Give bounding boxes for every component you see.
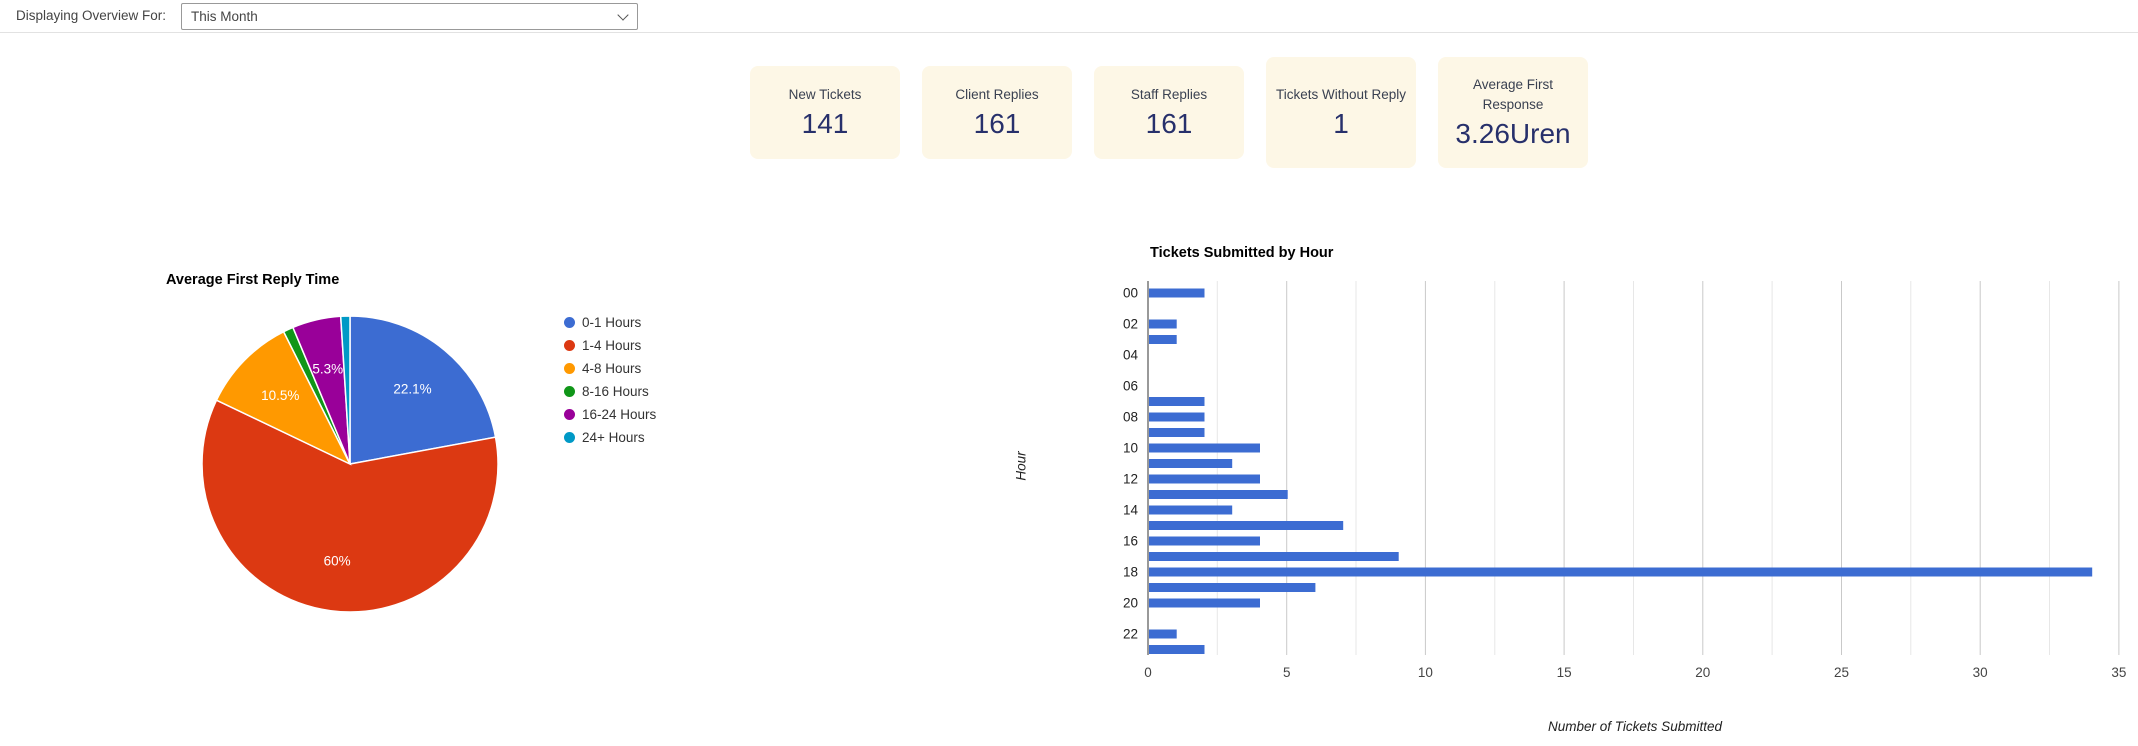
bar-hour-08[interactable] (1149, 412, 1205, 422)
legend-label: 1-4 Hours (582, 338, 642, 353)
stat-card-value: 161 (973, 108, 1021, 140)
legend-color-swatch (564, 386, 575, 397)
period-select-label: Displaying Overview For: (16, 8, 167, 23)
bar-hour-14[interactable] (1149, 505, 1233, 515)
y-tick-label: 06 (1123, 379, 1138, 394)
legend-label: 8-16 Hours (582, 384, 649, 399)
x-tick-label: 10 (1418, 665, 1433, 680)
bar-hour-15[interactable] (1149, 521, 1344, 530)
stat-card-label: New Tickets (788, 86, 862, 102)
pie-slice-percent-label: 60% (324, 553, 351, 568)
bar-hour-10[interactable] (1149, 443, 1260, 453)
x-tick-label: 30 (1973, 665, 1988, 680)
stat-card-label: Tickets Without Reply (1275, 86, 1407, 102)
topbar: Displaying Overview For: This Month (0, 0, 2138, 33)
pie-slice[interactable] (349, 315, 497, 465)
bar-chart-x-axis-title: Number of Tickets Submitted (1548, 719, 1722, 734)
legend-label: 24+ Hours (582, 430, 645, 445)
bar-chart-y-axis-title: Hour (1013, 451, 1029, 481)
bar-hour-23[interactable] (1149, 645, 1205, 654)
legend-item: 16-24 Hours (564, 403, 656, 426)
bar-hour-03[interactable] (1149, 335, 1177, 344)
x-tick-label: 0 (1144, 665, 1152, 680)
pie-slice-percent-label: 22.1% (393, 381, 431, 396)
legend-color-swatch (564, 340, 575, 351)
pie-chart[interactable]: 22.1% 60% 10.5% 5.3% (200, 314, 500, 614)
y-tick-label: 00 (1123, 286, 1138, 301)
bar-hour-19[interactable] (1149, 583, 1316, 592)
y-tick-label: 16 (1123, 534, 1138, 549)
legend-color-swatch (564, 317, 575, 328)
y-tick-label: 08 (1123, 410, 1138, 425)
legend-item: 4-8 Hours (564, 357, 656, 380)
y-tick-label: 02 (1123, 317, 1138, 332)
y-tick-label: 18 (1123, 565, 1138, 580)
stat-card-label: Staff Replies (1130, 86, 1208, 102)
pie-slice-percent-label: 10.5% (261, 388, 299, 403)
bar-chart-title: Tickets Submitted by Hour (1150, 245, 1334, 261)
stat-card-value: 161 (1145, 108, 1193, 140)
legend-item: 0-1 Hours (564, 311, 656, 334)
period-select-wrap: This Month (181, 3, 638, 30)
bar-hour-16[interactable] (1149, 536, 1260, 546)
pie-slice[interactable] (201, 399, 499, 613)
pie-legend: 0-1 Hours 1-4 Hours 4-8 Hours 8-16 Hours… (564, 311, 656, 449)
x-tick-label: 20 (1695, 665, 1710, 680)
legend-item: 8-16 Hours (564, 380, 656, 403)
bar-hour-12[interactable] (1149, 474, 1260, 484)
x-tick-label: 25 (1834, 665, 1849, 680)
stat-card-staff-replies: Staff Replies 161 (1094, 66, 1244, 159)
legend-label: 0-1 Hours (582, 315, 642, 330)
y-tick-label: 04 (1123, 348, 1139, 363)
legend-color-swatch (564, 363, 575, 374)
stats-cards-row: New Tickets 141 Client Replies 161 Staff… (750, 57, 1588, 168)
legend-color-swatch (564, 432, 575, 443)
y-tick-label: 12 (1123, 472, 1138, 487)
y-tick-label: 10 (1123, 441, 1138, 456)
pie-slice-percent-label: 5.3% (312, 361, 343, 376)
bar-hour-11[interactable] (1149, 459, 1233, 468)
bar-hour-07[interactable] (1149, 397, 1205, 406)
bar-hour-00[interactable] (1149, 288, 1205, 298)
bar-hour-17[interactable] (1149, 552, 1399, 561)
pie-chart-title: Average First Reply Time (166, 272, 340, 288)
legend-color-swatch (564, 409, 575, 420)
stat-card-label: Average First Response (1472, 76, 1554, 112)
stat-card-client-replies: Client Replies 161 (922, 66, 1072, 159)
stat-card-value: 141 (801, 108, 849, 140)
period-select[interactable]: This Month (181, 3, 638, 30)
legend-label: 4-8 Hours (582, 361, 642, 376)
bar-hour-02[interactable] (1149, 319, 1177, 329)
stat-card-average-first-response: Average First Response 3.26Uren (1438, 57, 1588, 168)
stat-card-label: Client Replies (955, 86, 1039, 102)
y-tick-label: 22 (1123, 627, 1138, 642)
bar-hour-13[interactable] (1149, 490, 1288, 499)
y-tick-label: 14 (1123, 503, 1139, 518)
x-tick-label: 5 (1283, 665, 1291, 680)
bar-hour-18[interactable] (1149, 567, 2093, 577)
bar-hour-09[interactable] (1149, 428, 1205, 437)
legend-label: 16-24 Hours (582, 407, 657, 422)
stat-card-tickets-without-reply: Tickets Without Reply 1 (1266, 57, 1416, 168)
bar-hour-20[interactable] (1149, 598, 1260, 608)
pie-slice[interactable] (339, 315, 351, 465)
pie-slice[interactable] (215, 330, 352, 466)
bar-chart[interactable]: 00 02 04 06 08 10 12 14 16 18 20 22 0 5 10 15 20 25 30 35 (1000, 240, 2138, 746)
legend-item: 1-4 Hours (564, 334, 656, 357)
stat-card-value: 3.26Uren (1455, 118, 1571, 150)
stat-card-new-tickets: New Tickets 141 (750, 66, 900, 159)
stat-card-value: 1 (1333, 108, 1349, 140)
y-tick-label: 20 (1123, 596, 1138, 611)
bar-hour-22[interactable] (1149, 629, 1177, 639)
legend-item: 24+ Hours (564, 426, 656, 449)
x-tick-label: 35 (2111, 665, 2126, 680)
x-tick-label: 15 (1557, 665, 1572, 680)
